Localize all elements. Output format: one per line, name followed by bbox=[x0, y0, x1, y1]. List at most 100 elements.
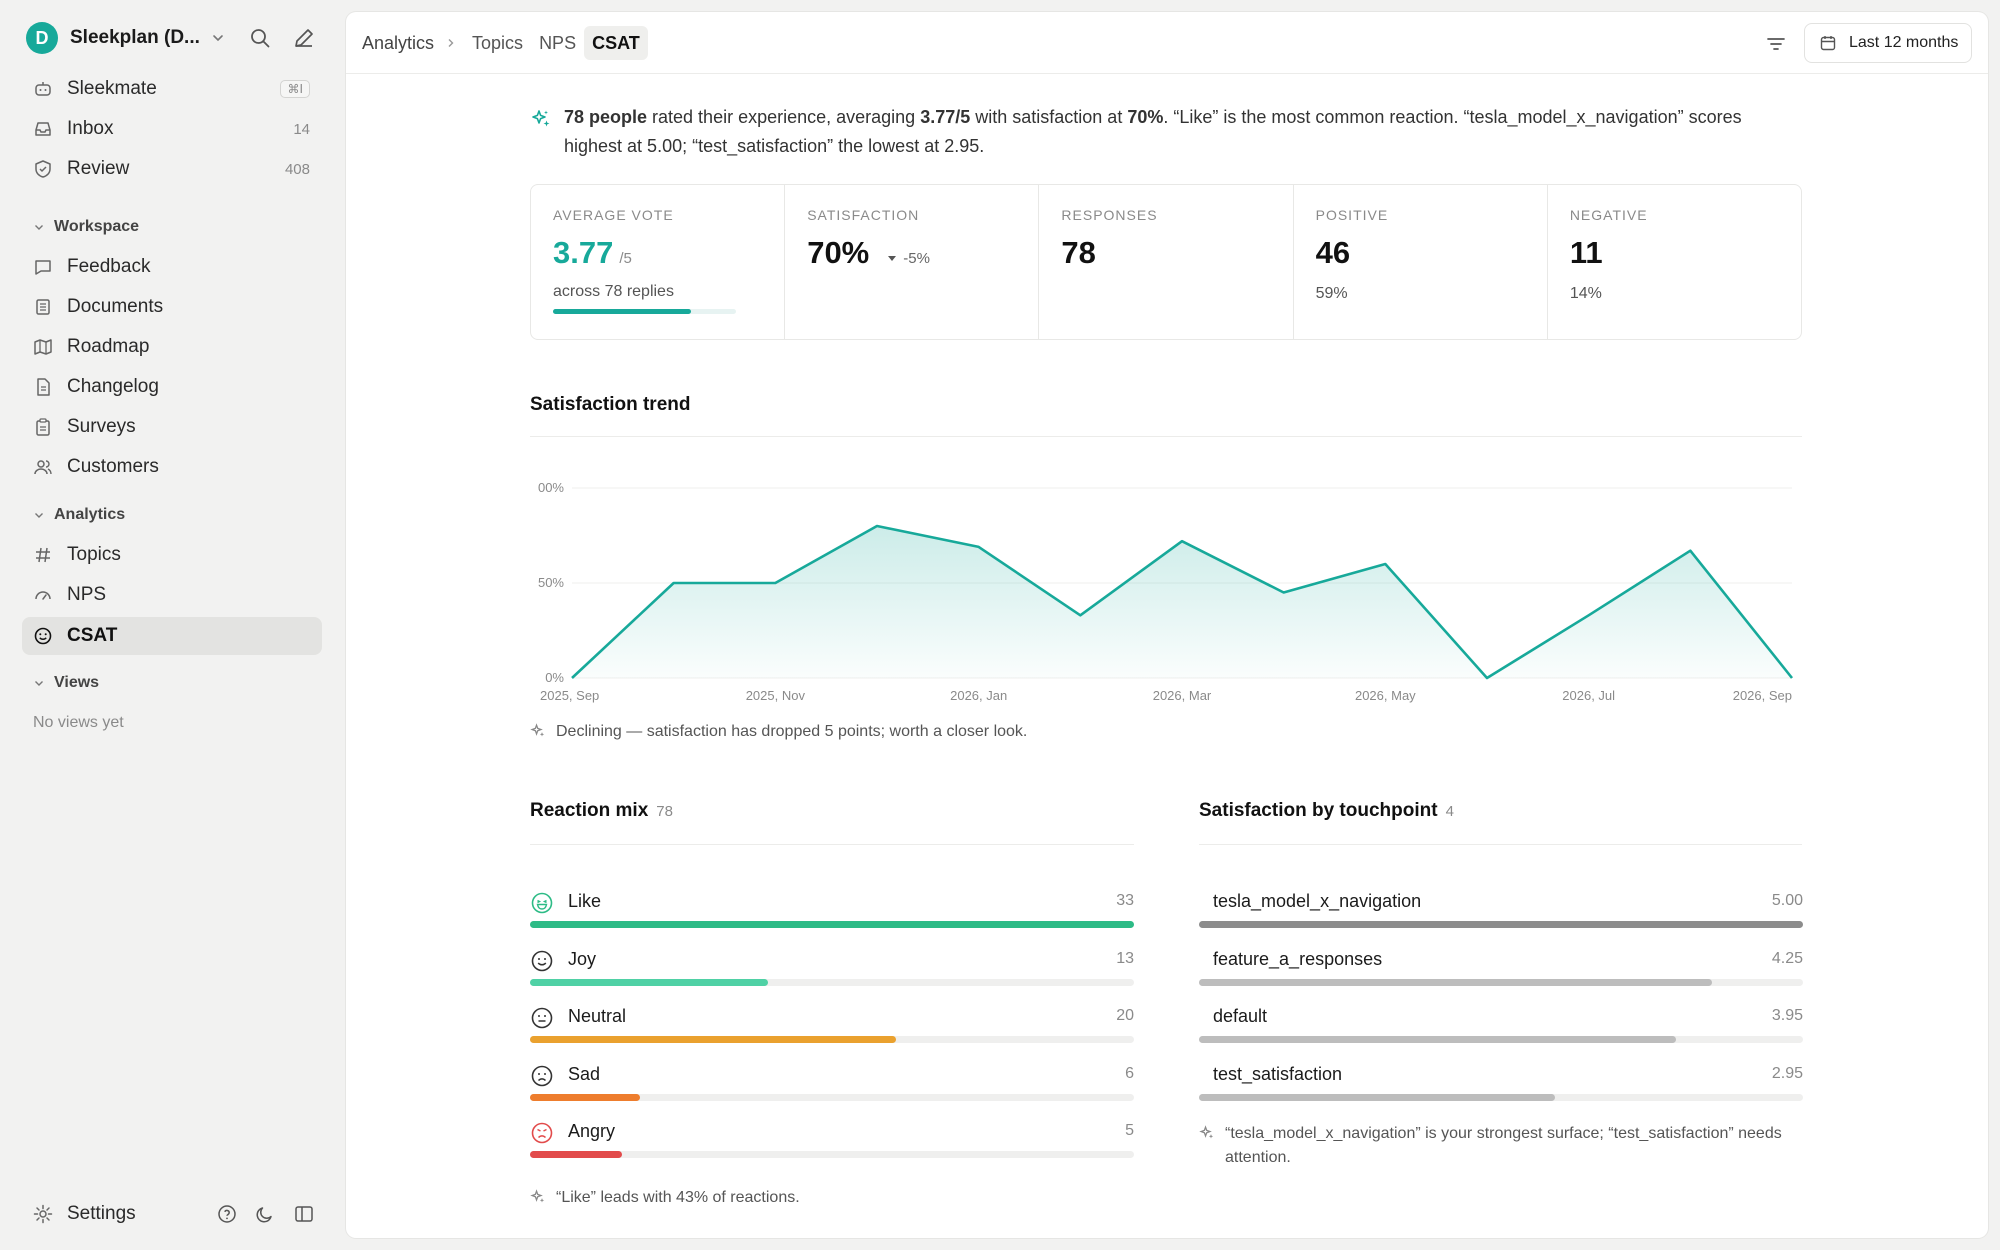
reaction-bar-track bbox=[530, 978, 1134, 986]
trend-line bbox=[571, 524, 1794, 680]
analytics-section-toggle[interactable]: Analytics bbox=[32, 506, 125, 524]
touchpoint-bar-track bbox=[1199, 921, 1803, 928]
reaction-label: Like bbox=[568, 891, 602, 911]
kpi-sub: across 78 replies bbox=[553, 283, 674, 300]
reaction-bar-track bbox=[530, 1151, 1134, 1158]
document-list-icon bbox=[32, 296, 54, 318]
touchpoint-insight-text: “tesla_model_x_navigation” is your stron… bbox=[1225, 1125, 1782, 1166]
sidebar-item-label: Roadmap bbox=[67, 336, 150, 357]
kpi-sub: 59% bbox=[1315, 285, 1348, 302]
sidebar-item-changelog[interactable]: Changelog bbox=[22, 368, 322, 406]
average-progress-fill bbox=[553, 309, 691, 314]
summary-text: rated their experience, averaging bbox=[647, 107, 921, 127]
settings-button[interactable]: Settings bbox=[22, 1195, 322, 1233]
touchpoint-insight: “tesla_model_x_navigation” is your stron… bbox=[1199, 1122, 1799, 1170]
trend-area bbox=[572, 526, 1792, 678]
touchpoint-bar-fill bbox=[1199, 978, 1713, 986]
sidebar-item-sleekmate[interactable]: Sleekmate ⌘I bbox=[22, 70, 322, 108]
sidebar-item-label: Inbox bbox=[67, 118, 114, 139]
average-progress-bar bbox=[553, 309, 736, 314]
touchpoint-row: feature_a_responses 4.25 bbox=[1199, 949, 1803, 1007]
neutral-face-icon bbox=[531, 1007, 553, 1029]
sidebar-item-roadmap[interactable]: Roadmap bbox=[22, 328, 322, 366]
tab-topics[interactable]: Topics bbox=[472, 32, 524, 53]
summary-satisfaction: 70% bbox=[1127, 107, 1164, 127]
average-suffix: /5 bbox=[619, 250, 632, 267]
reaction-mix-count: 78 bbox=[656, 803, 673, 820]
compose-icon[interactable] bbox=[292, 26, 316, 50]
tab-nps[interactable]: NPS bbox=[539, 32, 577, 53]
sidebar-item-review[interactable]: Review 408 bbox=[22, 150, 322, 188]
date-range-button[interactable]: Last 12 months bbox=[1804, 23, 1972, 63]
sidebar-item-topics[interactable]: Topics bbox=[22, 536, 322, 574]
views-section-toggle[interactable]: Views bbox=[32, 674, 99, 692]
sparkle-icon bbox=[530, 1189, 545, 1203]
sparkle-icon bbox=[530, 723, 545, 737]
workspace-avatar: D bbox=[26, 22, 58, 54]
kpi-label: NEGATIVE bbox=[1569, 207, 1648, 223]
reaction-label: Angry bbox=[568, 1121, 616, 1141]
gear-icon bbox=[32, 1203, 54, 1225]
y-tick-label: 50% bbox=[538, 575, 564, 590]
angry-face-icon bbox=[531, 1122, 553, 1144]
kpi-label: SATISFACTION bbox=[807, 207, 920, 223]
breadcrumb-root[interactable]: Analytics bbox=[362, 32, 435, 53]
sidebar-item-label: Sleekmate bbox=[67, 78, 157, 99]
sad-face-icon bbox=[531, 1065, 553, 1086]
x-tick-label: 2026, Sep bbox=[1733, 688, 1792, 703]
touchpoint-score: 4.25 bbox=[1771, 949, 1803, 967]
reaction-row-neutral: Neutral 20 bbox=[530, 1006, 1134, 1064]
settings-label: Settings bbox=[67, 1203, 136, 1224]
reaction-count: 5 bbox=[1125, 1122, 1134, 1139]
calendar-icon bbox=[1820, 36, 1836, 51]
touchpoint-label: Satisfaction by touchpoint bbox=[1199, 800, 1438, 821]
sidebar-item-customers[interactable]: Customers bbox=[22, 448, 322, 486]
moon-icon[interactable] bbox=[254, 1203, 276, 1225]
review-count: 408 bbox=[284, 160, 310, 178]
workspace-section-toggle[interactable]: Workspace bbox=[32, 218, 139, 236]
chevron-down-icon bbox=[35, 681, 43, 686]
x-tick-label: 2026, Jan bbox=[950, 688, 1007, 703]
chevron-down-icon[interactable] bbox=[208, 28, 228, 48]
sidebar-toggle-icon[interactable] bbox=[293, 1203, 315, 1225]
summary-text: with satisfaction at bbox=[970, 107, 1128, 127]
touchpoint-label: test_satisfaction bbox=[1213, 1063, 1343, 1084]
touchpoint-score: 5.00 bbox=[1771, 892, 1803, 909]
x-tick-label: 2026, May bbox=[1355, 688, 1416, 703]
trend-insight: Declining — satisfaction has dropped 5 p… bbox=[530, 720, 1027, 744]
touchpoint-row: default 3.95 bbox=[1199, 1006, 1803, 1064]
search-icon[interactable] bbox=[248, 26, 272, 50]
sidebar: D Sleekplan (D... Sleekmate ⌘I Inbox 14 … bbox=[0, 0, 346, 1250]
touchpoint-title: Satisfaction by touchpoint 4 bbox=[1199, 800, 1454, 822]
ai-summary: 78 people rated their experience, averag… bbox=[564, 103, 1764, 161]
reaction-bar-fill bbox=[530, 1036, 897, 1043]
summary-text: . “Like” is the most common reaction. “t… bbox=[564, 107, 1742, 156]
tab-csat[interactable]: CSAT bbox=[584, 26, 648, 60]
section-title: Analytics bbox=[54, 506, 126, 523]
kpi-responses: RESPONSES 78 bbox=[1039, 185, 1294, 339]
sparkle-icon bbox=[1199, 1125, 1214, 1139]
sidebar-item-surveys[interactable]: Surveys bbox=[22, 408, 322, 446]
touchpoint-bar-track bbox=[1199, 978, 1803, 986]
sidebar-item-documents[interactable]: Documents bbox=[22, 288, 322, 326]
touchpoint-bar-fill bbox=[1199, 1093, 1556, 1101]
workspace-switcher[interactable]: D Sleekplan (D... bbox=[26, 20, 326, 56]
sidebar-item-csat[interactable]: CSAT bbox=[22, 617, 322, 655]
filter-icon[interactable] bbox=[1764, 32, 1788, 56]
kpi-label: AVERAGE VOTE bbox=[553, 207, 674, 223]
sidebar-item-label: NPS bbox=[67, 584, 107, 605]
reaction-count: 13 bbox=[1116, 949, 1134, 967]
sidebar-item-inbox[interactable]: Inbox 14 bbox=[22, 110, 322, 148]
touchpoint-bar-track bbox=[1199, 1093, 1803, 1101]
help-icon[interactable] bbox=[216, 1203, 238, 1225]
reaction-bar-track bbox=[530, 921, 1134, 928]
sidebar-item-label: Documents bbox=[67, 296, 164, 317]
touchpoint-label: feature_a_responses bbox=[1213, 948, 1383, 969]
reaction-count: 6 bbox=[1125, 1064, 1134, 1082]
touchpoint-score: 3.95 bbox=[1771, 1007, 1803, 1024]
sidebar-item-feedback[interactable]: Feedback bbox=[22, 248, 322, 286]
sidebar-item-label: CSAT bbox=[67, 625, 118, 646]
sidebar-item-nps[interactable]: NPS bbox=[22, 576, 322, 614]
touchpoint-row: tesla_model_x_navigation 5.00 bbox=[1199, 891, 1803, 949]
kpi-value: 46 bbox=[1315, 235, 1351, 270]
